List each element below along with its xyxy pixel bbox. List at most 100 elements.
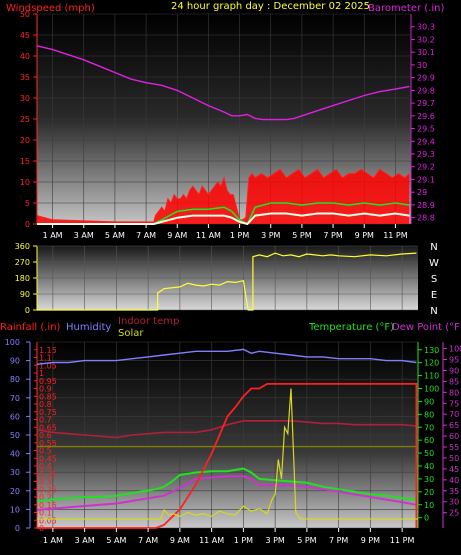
temperature-line <box>36 467 417 502</box>
rainfall-tick-label: 1 <box>39 369 44 378</box>
windspeed-tick-label: 25 <box>20 115 30 124</box>
barometer-line <box>36 45 410 121</box>
windspeed-label: Windspeed (mph) <box>6 3 95 14</box>
temperature-tick-label: 60 <box>424 436 434 445</box>
rainfall-tick-label: 0.2 <box>39 493 52 502</box>
temperature-time-label: 7 PM <box>329 536 348 545</box>
dew-point-tick-label: 50 <box>449 454 459 463</box>
temperature-tick-label: 100 <box>424 385 439 394</box>
rainfall-tick-label: 0.5 <box>39 447 52 456</box>
windspeed-tick-label: 45 <box>20 31 30 40</box>
rainfall-tick-label: 1.05 <box>39 361 57 370</box>
humidity-tick-label: 10 <box>10 505 20 514</box>
windspeed-tick-label: 40 <box>20 52 30 61</box>
barometer-tick-label: 29.7 <box>417 99 435 108</box>
dew-point-line <box>36 475 417 511</box>
temperature-tick-label: 90 <box>424 397 434 406</box>
temperature-axis: 0 10 20 30 40 50 60 70 80 90 100 110 120 130 <box>418 346 439 523</box>
wind-time-label: 9 PM <box>355 231 374 240</box>
humidity-axis: 0 10 20 30 40 50 60 70 80 90 100 <box>5 338 30 533</box>
direction-tick-label: 360 <box>15 242 30 251</box>
humidity-tick-label: 70 <box>10 394 20 403</box>
temperature-tick-label: 110 <box>424 372 439 381</box>
windspeed-tick-label: 20 <box>20 136 30 145</box>
barometer-tick-label: 28.8 <box>417 214 435 223</box>
dew-point-tick-label: 45 <box>449 465 459 474</box>
legend-solar: Solar <box>118 328 144 339</box>
temperature-time-label: 5 PM <box>297 536 316 545</box>
humidity-tick-label: 0 <box>15 524 20 533</box>
barometer-tick-label: 28.9 <box>417 201 435 210</box>
legend-rainfall: Rainfall (.in) <box>0 322 61 333</box>
page-title: 24 hour graph day : December 02 2025 <box>171 1 370 12</box>
rainfall-tick-label: 0.8 <box>39 400 52 409</box>
rainfall-axis: 00.050.10.150.20.250.30.350.40.450.50.55… <box>34 346 57 533</box>
barometer-tick-label: 29.6 <box>417 112 435 121</box>
temperature-time-label: 1 PM <box>234 536 253 545</box>
barometer-tick-label: 30 <box>417 61 427 70</box>
rainfall-tick-label: 0.75 <box>39 408 57 417</box>
humidity-tick-label: 90 <box>10 357 20 366</box>
rainfall-line <box>37 382 418 529</box>
wind-average-line <box>37 202 410 226</box>
windspeed-tick-label: 5 <box>25 199 30 208</box>
wind-time-label: 5 PM <box>292 231 311 240</box>
windspeed-tick-label: 35 <box>20 73 30 82</box>
rainfall-tick-label: 0.25 <box>39 485 57 494</box>
humidity-tick-label: 60 <box>10 412 20 421</box>
compass-label: S <box>431 274 437 285</box>
rainfall-tick-label: 0.55 <box>39 439 57 448</box>
barometer-tick-label: 29.1 <box>417 175 435 184</box>
rainfall-tick-label: 0.7 <box>39 416 52 425</box>
wind-time-label: 7 PM <box>323 231 342 240</box>
temperature-time-label: 3 PM <box>265 536 284 545</box>
windspeed-tick-label: 30 <box>20 94 30 103</box>
rainfall-tick-label: 0.85 <box>39 392 57 401</box>
temperature-tick-label: 130 <box>424 346 439 355</box>
dew-point-tick-label: 80 <box>449 388 459 397</box>
direction-tick-label: 0 <box>25 306 30 315</box>
barometer-tick-label: 29.5 <box>417 125 435 134</box>
barometer-tick-label: 30.3 <box>417 23 435 32</box>
rainfall-tick-label: 0.45 <box>39 454 57 463</box>
wind-gust-line <box>36 168 410 223</box>
temperature-time-label: 5 AM <box>106 536 126 545</box>
dew-point-tick-label: 70 <box>449 410 459 419</box>
barometer-tick-label: 29.8 <box>417 86 435 95</box>
indoor-temp-line <box>36 419 417 439</box>
legend-dew-point: Dew Point (°F) <box>392 322 461 333</box>
wind-time-label: 1 AM <box>43 231 63 240</box>
wind-direction-line <box>37 252 417 311</box>
dew-point-tick-label: 65 <box>449 421 459 430</box>
barometer-tick-label: 29.2 <box>417 163 435 172</box>
rainfall-tick-label: 1.1 <box>39 354 52 363</box>
humidity-tick-label: 100 <box>5 338 20 347</box>
rainfall-tick-label: 0.95 <box>39 377 57 386</box>
windspeed-tick-label: 15 <box>20 157 30 166</box>
direction-series <box>37 252 417 311</box>
barometer-axis: 28.8 28.9 29 29.1 29.2 29.3 29.4 29.5 29.6 29.7 29… <box>411 23 435 223</box>
rainfall-tick-label: 0.35 <box>39 470 57 479</box>
temperature-tick-label: 10 <box>424 501 434 510</box>
temperature-time-axis: 1 AM 3 AM 5 AM 7 AM 9 AM 11 AM 1 PM 3 PM 5 PM 7 P… <box>43 528 415 545</box>
wind-time-label: 11 AM <box>196 231 221 240</box>
compass-label: N <box>430 242 437 253</box>
rainfall-tick-label: 0.15 <box>39 501 57 510</box>
direction-axis: 0 90 180 270 360 <box>15 242 37 315</box>
barometer-tick-label: 29.9 <box>417 74 435 83</box>
temperature-tick-label: 80 <box>424 410 434 419</box>
legend-humidity: Humidity <box>66 322 111 333</box>
temperature-time-label: 7 AM <box>138 536 158 545</box>
temperature-time-label: 9 AM <box>170 536 190 545</box>
rainfall-tick-label: 0.3 <box>39 478 52 487</box>
compass-label: N <box>430 306 437 317</box>
wind-time-label: 1 PM <box>230 231 249 240</box>
temperature-time-label: 11 PM <box>390 536 415 545</box>
dew-point-tick-label: 35 <box>449 487 459 496</box>
rainfall-tick-label: 0.05 <box>39 516 57 525</box>
temperature-tick-label: 120 <box>424 359 439 368</box>
rainfall-tick-label: 0.6 <box>39 431 52 440</box>
windspeed-axis: 0 5 10 15 20 25 30 35 40 45 50 <box>20 10 37 229</box>
